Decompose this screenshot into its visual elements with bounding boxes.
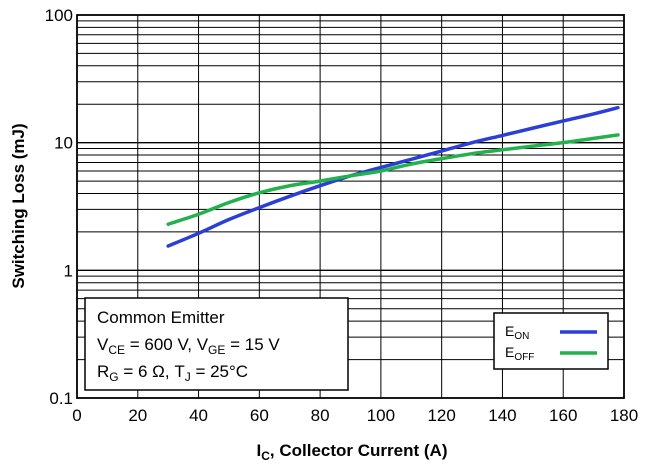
x-tick-label: 160 <box>549 406 577 425</box>
y-tick-label: 1 <box>64 261 73 280</box>
plot-frame <box>76 14 625 399</box>
x-tick-label: 40 <box>189 406 208 425</box>
conditions-annotation: Common Emitter VCE = 600 V, VGE = 15 V R… <box>84 297 349 391</box>
x-tick-label: 80 <box>311 406 330 425</box>
y-tick-labels: 0.1 1 10 100 <box>45 6 73 408</box>
x-axis-title: IC, Collector Current (A) <box>257 441 448 463</box>
series-layer <box>166 105 620 248</box>
x-tick-label: 0 <box>72 406 81 425</box>
x-axis-title-main: I <box>257 441 262 460</box>
x-tick-label: 20 <box>128 406 147 425</box>
conditions-line-3: RG = 6 Ω, TJ = 25°C <box>97 362 248 384</box>
legend-label-eon: EON <box>505 323 529 342</box>
series-line-off <box>166 133 620 226</box>
legend-box <box>493 312 609 370</box>
x-axis-title-rest: , Collector Current (A) <box>270 441 448 460</box>
x-tick-label: 100 <box>367 406 395 425</box>
legend: EON EOFF <box>493 312 609 370</box>
x-axis-title-sub: C <box>261 449 270 463</box>
conditions-line-1: Common Emitter <box>97 308 225 327</box>
x-tick-label: 180 <box>610 406 638 425</box>
x-tick-labels: 0 20 40 60 80 100 120 140 160 180 <box>72 406 638 425</box>
conditions-line-2: VCE = 600 V, VGE = 15 V <box>97 335 280 357</box>
y-tick-label: 0.1 <box>49 389 73 408</box>
y-tick-label: 10 <box>54 134 73 153</box>
legend-label-eoff: EOFF <box>505 344 534 363</box>
conditions-box <box>84 297 349 391</box>
y-axis-title: Switching Loss (mJ) <box>9 123 28 288</box>
x-tick-label: 140 <box>488 406 516 425</box>
x-tick-label: 120 <box>427 406 455 425</box>
x-tick-label: 60 <box>250 406 269 425</box>
series-line-on <box>166 105 620 248</box>
y-tick-label: 100 <box>45 6 73 25</box>
